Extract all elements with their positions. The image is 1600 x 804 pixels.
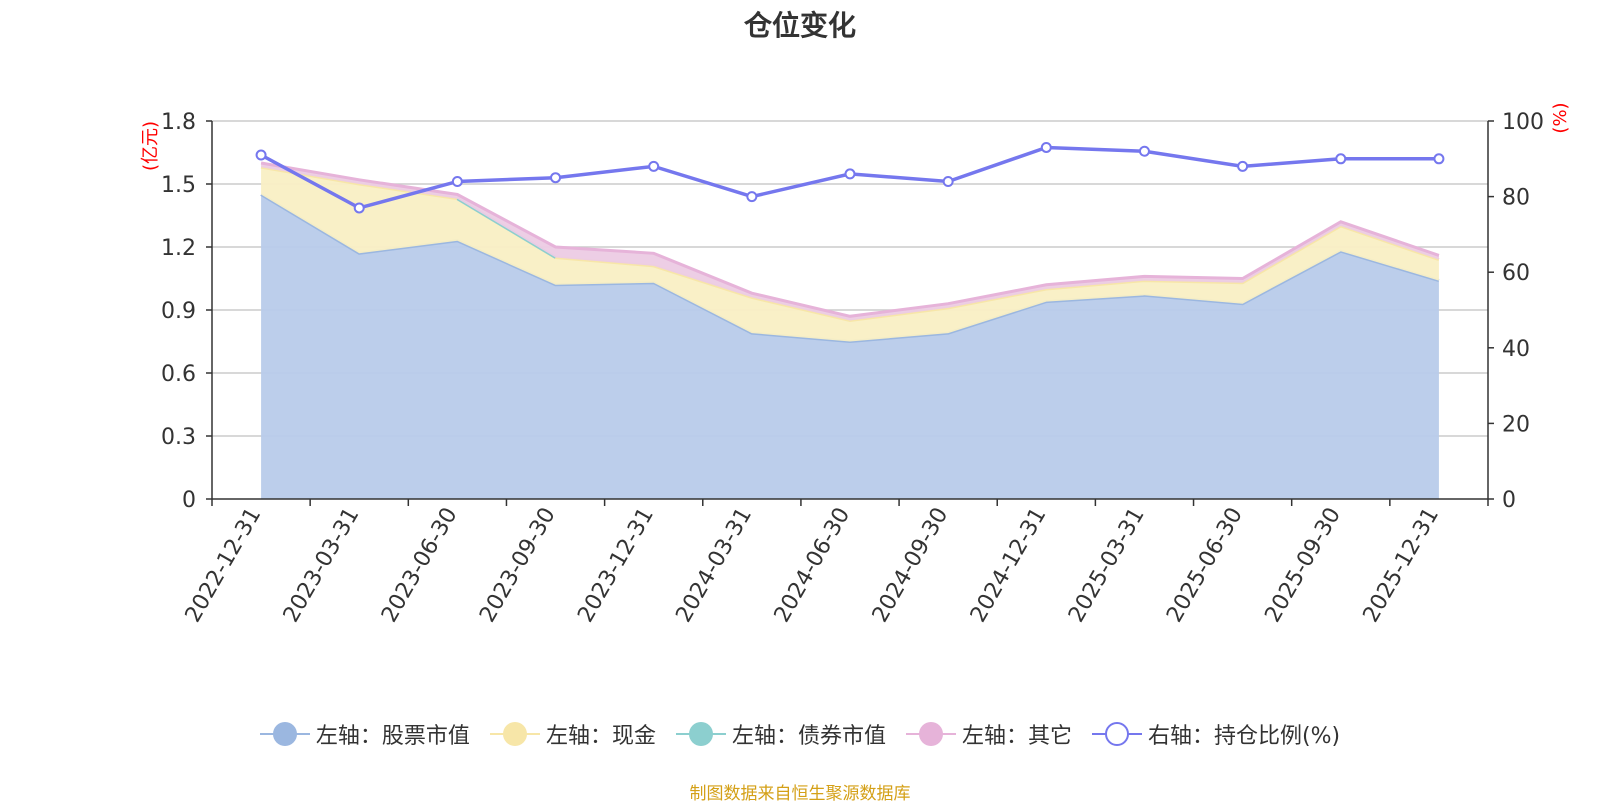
right-axis-tick-label: 100: [1502, 110, 1544, 135]
x-axis-tick-label: 2022-12-31: [181, 504, 267, 627]
legend-item[interactable]: 左轴：现金: [489, 718, 656, 750]
legend-label: 右轴：持仓比例(%): [1147, 724, 1341, 749]
chart-legend: 左轴：股票市值 左轴：现金 左轴：债券市值 左轴：其它 右轴：持仓比例(%): [0, 718, 1600, 750]
holding-ratio-point: [844, 168, 856, 180]
holding-ratio-point: [353, 202, 365, 214]
x-axis-tick-label: 2024-12-31: [966, 504, 1052, 627]
legend-item[interactable]: 左轴：股票市值: [259, 718, 470, 750]
legend-marker-icon: [259, 721, 310, 747]
holding-ratio-point: [1237, 160, 1249, 172]
holding-ratio-point: [451, 175, 463, 187]
x-axis-tick-label: 2024-09-30: [868, 503, 954, 626]
x-axis-tick-label: 2023-09-30: [475, 504, 561, 627]
x-axis-tick-label: 2024-03-31: [671, 504, 757, 627]
chart-canvas: 0 0.3 0.6 0.9 1.2 1.5 1.8 0 20 40 60 80 100 2022-12-3…: [140, 102, 1571, 627]
left-axis-tick-label: 0.9: [161, 299, 196, 324]
holding-ratio-point: [1138, 145, 1150, 157]
x-axis-tick-label: 2023-06-30: [377, 504, 463, 627]
left-axis-tick-label: 0.6: [161, 362, 196, 387]
left-axis-tick-label: 1.8: [161, 110, 196, 135]
x-axis-tick-label: 2025-12-31: [1359, 504, 1445, 627]
holding-ratio-point: [648, 160, 660, 172]
area-fill: [261, 167, 1439, 342]
area-fill: [261, 194, 1439, 499]
left-axis-unit: (亿元): [140, 121, 161, 171]
holding-ratio-point: [1335, 153, 1347, 165]
legend-item[interactable]: 左轴：其它: [905, 718, 1072, 750]
x-axis-tick-label: 2025-06-30: [1162, 504, 1248, 627]
legend-marker-icon: [675, 721, 726, 747]
x-axis-tick-label: 2023-03-31: [279, 504, 365, 627]
legend-item[interactable]: 左轴：债券市值: [675, 718, 886, 750]
right-axis-tick-label: 40: [1502, 337, 1530, 362]
legend-item[interactable]: 右轴：持仓比例(%): [1091, 718, 1341, 750]
right-axis-tick-label: 20: [1502, 412, 1530, 437]
x-axis-tick-label: 2025-09-30: [1260, 504, 1346, 627]
holding-ratio-point: [1433, 153, 1445, 165]
right-axis-tick-label: 80: [1502, 186, 1530, 211]
left-axis-tick-label: 1.2: [161, 236, 196, 261]
left-axis-tick-label: 0: [182, 488, 196, 513]
holding-ratio-point: [942, 175, 954, 187]
x-axis-tick-label: 2023-12-31: [573, 504, 659, 627]
holding-ratio-point: [255, 149, 267, 161]
source-note: 制图数据来自恒生聚源数据库: [689, 784, 911, 804]
holding-ratio-point: [550, 172, 562, 184]
right-axis-unit: (%): [1550, 102, 1571, 133]
area-edge-line: [260, 161, 1440, 318]
legend-marker-icon: [489, 721, 540, 747]
left-axis-tick-label: 1.5: [161, 173, 196, 198]
left-axis-tick-label: 0.3: [161, 425, 196, 450]
legend-label: 左轴：其它: [961, 724, 1072, 749]
right-axis-tick-label: 0: [1502, 488, 1516, 513]
legend-marker-icon: [1091, 721, 1142, 747]
x-axis-tick-label: 2024-06-30: [770, 504, 856, 627]
legend-label: 左轴：现金: [545, 724, 656, 749]
holding-ratio-point: [1040, 141, 1052, 153]
x-axis-tick-label: 2025-03-31: [1064, 504, 1150, 627]
chart-title: 仓位变化: [743, 9, 856, 42]
legend-label: 左轴：债券市值: [731, 724, 886, 749]
legend-label: 左轴：股票市值: [315, 724, 470, 749]
holding-ratio-point: [746, 191, 758, 203]
legend-marker-icon: [905, 721, 956, 747]
right-axis-tick-label: 60: [1502, 261, 1530, 286]
